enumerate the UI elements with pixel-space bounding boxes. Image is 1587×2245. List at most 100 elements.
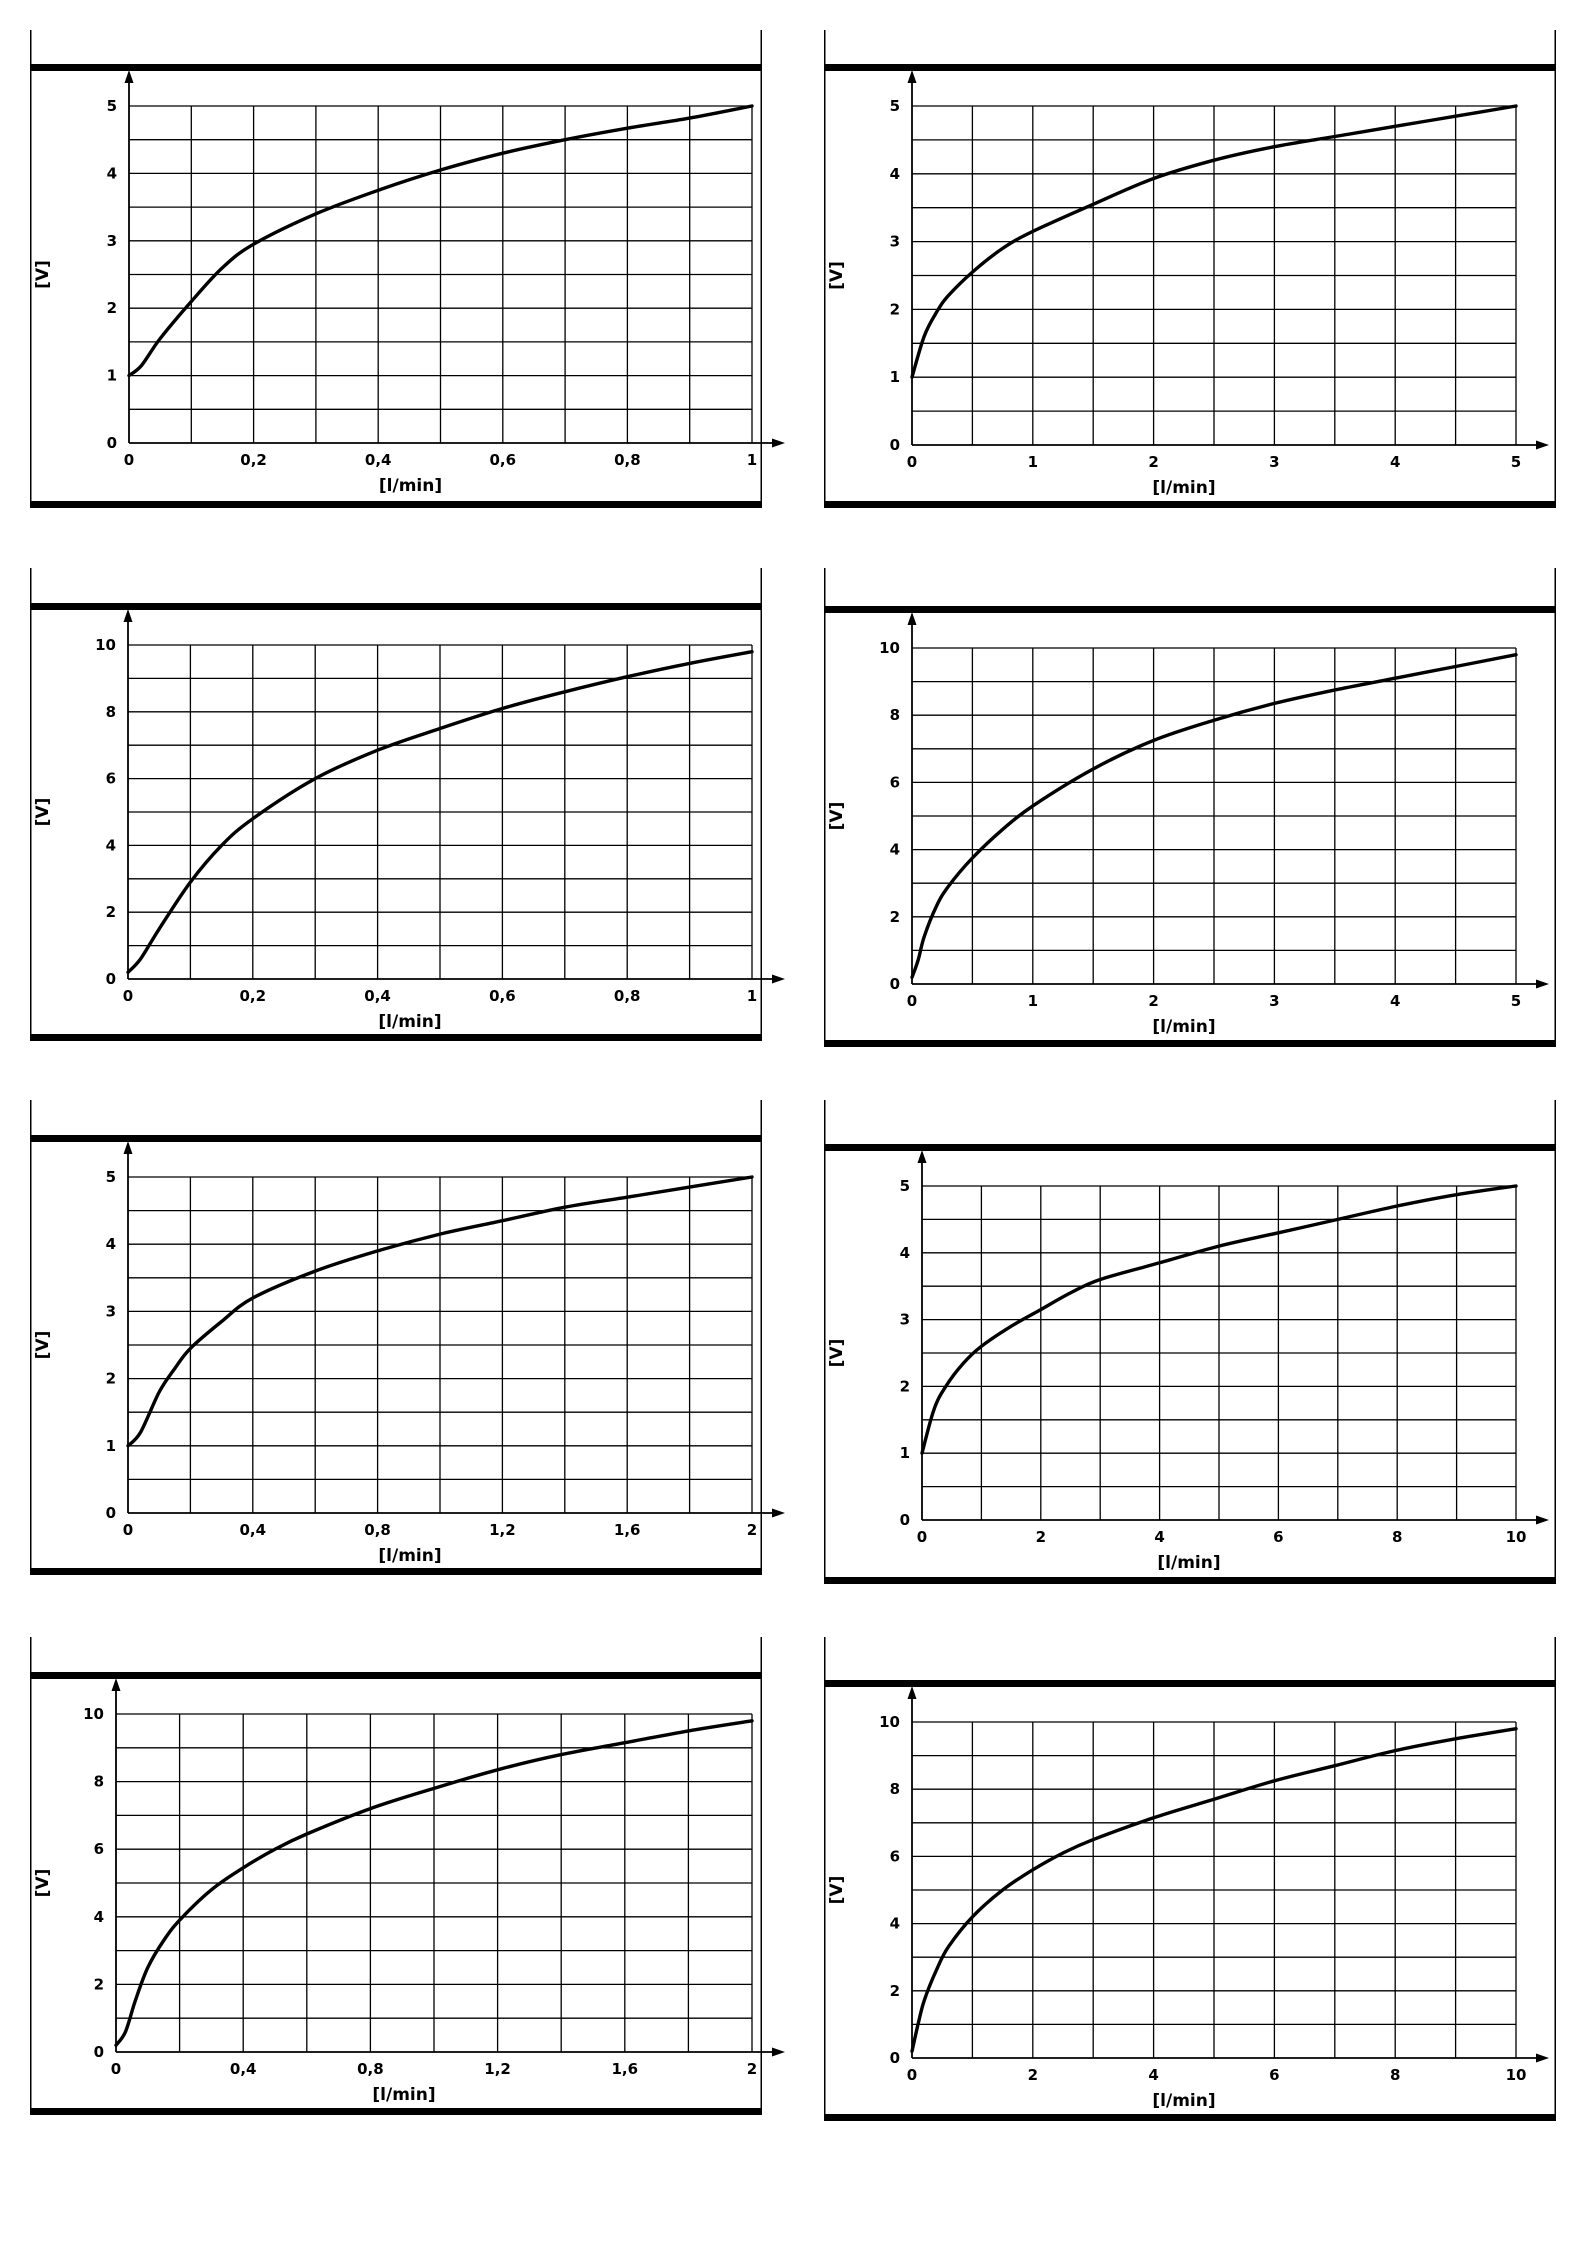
x-tick-label: 3 [1269, 453, 1279, 471]
y-tick-label: 2 [107, 299, 117, 317]
series-line [114, 1719, 754, 2047]
y-tick-label: 10 [879, 1713, 900, 1731]
y-tick-label: 5 [106, 1168, 116, 1186]
y-tick-label: 1 [107, 367, 117, 385]
y-tick-label: 0 [900, 1511, 910, 1529]
frame-top-bar [30, 1135, 762, 1142]
x-tick-label: 4 [1390, 453, 1400, 471]
x-tick-label: 2 [747, 2060, 757, 2078]
chart-8: 0 2 4 6 8 10 0 2 4 6 8 10 [l/min] [V] [824, 1637, 1556, 2121]
x-axis-arrow-icon [1536, 979, 1549, 989]
y-tick-label: 5 [107, 97, 117, 115]
frame-bottom-bar [30, 2108, 762, 2115]
x-tick-label: 1 [1028, 453, 1038, 471]
y-axis-arrow-icon [907, 70, 917, 83]
x-tick-label: 0 [123, 987, 133, 1005]
frame-top-bar [30, 64, 762, 71]
y-axis-label: [V] [33, 1331, 53, 1360]
y-tick-label: 6 [890, 1847, 900, 1865]
y-tick-label: 2 [890, 300, 900, 318]
frame-bottom-bar [824, 1577, 1556, 1584]
series-line [910, 1727, 1518, 2053]
y-tick-label: 5 [900, 1177, 910, 1195]
x-tick-label: 0 [907, 992, 917, 1010]
x-tick-label: 0,8 [614, 987, 641, 1005]
x-tick-label: 0,4 [364, 987, 391, 1005]
y-tick-label: 4 [890, 841, 900, 859]
x-tick-label: 0,6 [490, 451, 517, 469]
series-line [910, 653, 1518, 979]
x-axis-label: [l/min] [372, 2085, 435, 2105]
frame-bottom-bar [824, 501, 1556, 508]
y-tick-label: 1 [900, 1444, 910, 1462]
x-tick-label: 1 [747, 451, 757, 469]
chart-panel-2: 0 1 2 3 4 5 0 1 2 3 4 5 [l/min] [V] [824, 30, 1556, 515]
y-axis-arrow-icon [907, 1686, 917, 1699]
series-line [127, 104, 754, 378]
x-tick-label: 0,2 [240, 451, 267, 469]
chart-panel-6: 0 2 4 6 8 10 0 1 2 3 4 5 [l/min] [V] [824, 1100, 1556, 1591]
y-tick-label: 0 [107, 434, 117, 452]
y-axis-arrow-icon [917, 1150, 927, 1163]
y-tick-label: 2 [890, 1982, 900, 2000]
x-tick-label: 10 [1506, 1528, 1527, 1546]
x-tick-label: 3 [1269, 992, 1279, 1010]
x-tick-label: 1 [747, 987, 757, 1005]
x-tick-label: 6 [1273, 1528, 1283, 1546]
y-tick-label: 4 [106, 836, 116, 854]
x-tick-label: 2 [1036, 1528, 1046, 1546]
y-axis-arrow-icon [124, 70, 134, 83]
y-tick-label: 4 [94, 1908, 104, 1926]
x-tick-label: 0,8 [357, 2060, 384, 2078]
x-tick-label: 4 [1148, 2066, 1158, 2084]
y-tick-label: 10 [879, 639, 900, 657]
y-axis-label: [V] [33, 1869, 53, 1898]
y-tick-label: 2 [106, 1370, 116, 1388]
x-axis-arrow-icon [772, 2047, 785, 2057]
x-tick-label: 5 [1511, 992, 1521, 1010]
frame-top-bar [30, 603, 762, 610]
x-tick-label: 2 [747, 1521, 757, 1539]
x-tick-label: 0,4 [240, 1521, 267, 1539]
y-tick-label: 8 [106, 703, 116, 721]
x-tick-label: 0,6 [489, 987, 516, 1005]
y-tick-label: 2 [106, 903, 116, 921]
y-tick-label: 3 [890, 233, 900, 251]
y-tick-label: 3 [106, 1302, 116, 1320]
x-tick-label: 2 [1028, 2066, 1038, 2084]
y-tick-label: 0 [106, 1504, 116, 1522]
x-axis-label: [l/min] [378, 1546, 441, 1566]
y-tick-label: 4 [106, 1235, 116, 1253]
y-tick-label: 0 [890, 2049, 900, 2067]
x-tick-label: 0 [907, 2066, 917, 2084]
chart-6: 0 2 4 6 8 10 0 1 2 3 4 5 [l/min] [V] [824, 1100, 1556, 1584]
x-axis-arrow-icon [1536, 1515, 1549, 1525]
x-tick-label: 2 [1148, 992, 1158, 1010]
y-tick-label: 4 [107, 164, 117, 182]
series-line [126, 1175, 754, 1448]
frame-bottom-bar [30, 501, 762, 508]
chart-panel-1: 0 0,2 0,4 0,6 0,8 1 0 1 2 3 4 5 [l/min] [V] [30, 30, 785, 515]
y-tick-label: 0 [890, 436, 900, 454]
y-tick-label: 8 [890, 706, 900, 724]
x-tick-label: 0 [124, 451, 134, 469]
y-axis-label: [V] [33, 260, 53, 289]
y-axis-label: [V] [33, 798, 53, 827]
y-tick-label: 4 [890, 165, 900, 183]
y-tick-label: 6 [94, 1840, 104, 1858]
frame-top-bar [824, 606, 1556, 613]
chart-5: 0 0,4 0,8 1,2 1,6 2 0 1 2 3 4 5 [l/min] [V] [30, 1100, 785, 1575]
frame-bottom-bar [824, 2114, 1556, 2121]
chart-4: 0 1 2 3 4 5 0 2 4 6 8 10 [l/min] [V] [824, 568, 1556, 1047]
y-tick-label: 0 [890, 975, 900, 993]
y-tick-label: 1 [890, 368, 900, 386]
chart-panel-3: 0 0,2 0,4 0,6 0,8 1 0 2 4 6 8 10 [l/min] [V] [30, 568, 785, 1048]
y-tick-label: 10 [95, 636, 116, 654]
chart-1: 0 0,2 0,4 0,6 0,8 1 0 1 2 3 4 5 [l/min] [V] [30, 30, 785, 508]
x-tick-label: 8 [1392, 1528, 1402, 1546]
y-tick-label: 3 [900, 1311, 910, 1329]
x-tick-label: 2 [1148, 453, 1158, 471]
x-axis-arrow-icon [1536, 440, 1549, 450]
x-axis-label: [l/min] [1157, 1553, 1220, 1573]
